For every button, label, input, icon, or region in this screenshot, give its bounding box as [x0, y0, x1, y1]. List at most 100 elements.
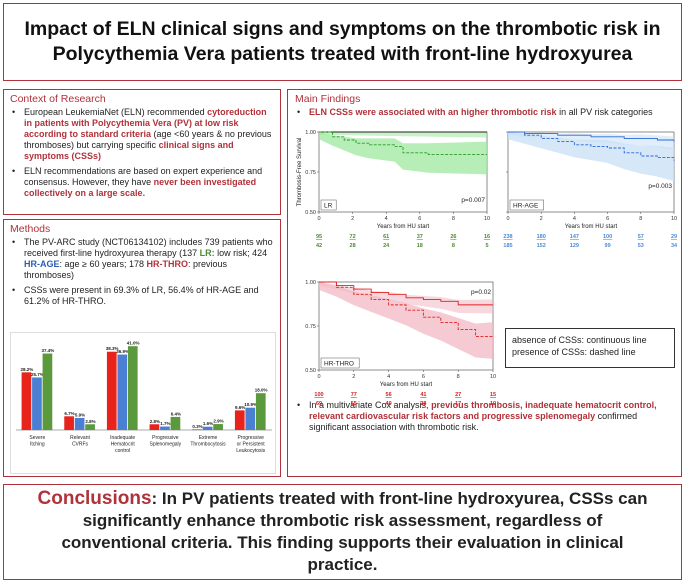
bar-1-0 — [64, 416, 74, 430]
conclusions-text: Conclusions: In PV patients treated with… — [37, 488, 648, 574]
bar-label-5-1: 10.9% — [244, 402, 257, 407]
km-risk-bottom-HR-AGE-2: 129 — [570, 243, 579, 249]
bar-label-5-2: 18.0% — [255, 388, 268, 393]
bar-3-2 — [170, 416, 181, 430]
km-risk-top-HR-AGE-0: 238 — [503, 234, 512, 240]
km-ytick-label-HR-THRO-2: 0.50 — [305, 368, 316, 374]
km-line-HR-AGE-0 — [508, 131, 675, 142]
km-xtick-label-LR-1: 2 — [351, 216, 354, 222]
km-risk-top-LR-1: 72 — [350, 234, 356, 240]
km-line-HR-THRO-1 — [319, 281, 493, 338]
bar-label-1-1: 5.9% — [75, 412, 85, 417]
bar-3-0 — [149, 424, 160, 430]
bar-2-2 — [127, 346, 138, 430]
bar-label-4-0: 0.3% — [192, 424, 202, 429]
bar-5-2 — [255, 393, 266, 430]
bar-4-2 — [213, 424, 223, 430]
km-ylabel-LR: Thrombosis-Free Survival — [297, 138, 303, 207]
km-risk-top-HR-AGE-4: 57 — [638, 234, 644, 240]
km-ytick-label-LR-1: 0.75 — [305, 170, 316, 176]
methods-panel: Methods The PV-ARC study (NCT06134102) i… — [3, 219, 281, 477]
km-pvalue-LR: p=0.007 — [461, 197, 485, 204]
km-risk-top-HR-THRO-0: 100 — [314, 392, 323, 398]
km-risk-bottom-HR-AGE-3: 99 — [605, 243, 611, 249]
bar-label-2-0: 38.3% — [106, 346, 119, 351]
km-tag-LR: LR — [324, 203, 333, 210]
km-ytick-label-LR-2: 0.50 — [305, 210, 316, 216]
km-risk-top-HR-AGE-3: 100 — [603, 234, 612, 240]
km-risk-top-HR-AGE-1: 180 — [537, 234, 546, 240]
km-risk-bottom-HR-THRO-4: 17 — [455, 401, 461, 407]
km-risk-bottom-HR-THRO-0: 69 — [316, 401, 322, 407]
km-plot-hr-thro: 1.00 0.75 0.500 2 4 6 8 10 Years from HU start HR… — [305, 280, 496, 407]
bar-label-2-1: 36.9% — [116, 349, 129, 354]
km-risk-top-HR-THRO-3: 41 — [420, 392, 426, 398]
methods-bullet-1: The PV-ARC study (NCT06134102) includes … — [10, 237, 274, 281]
km-risk-bottom-HR-THRO-2: 40 — [386, 401, 392, 407]
bar-4-1 — [202, 426, 213, 430]
km-risk-bottom-HR-AGE-1: 152 — [537, 243, 546, 249]
km-risk-top-HR-THRO-5: 15 — [490, 392, 496, 398]
findings-bullet-1: ELN CSSs were associated with an higher … — [295, 107, 674, 118]
km-risk-bottom-HR-AGE-0: 185 — [503, 243, 512, 249]
bar-category-4-0: Extreme — [199, 435, 218, 441]
km-xlabel-HR-THRO: Years from HU start — [380, 382, 433, 388]
km-xtick-label-HR-AGE-5: 10 — [671, 216, 677, 222]
methods-bullet-2: CSSs were present in 69.3% of LR, 56.4% … — [10, 285, 274, 307]
km-xlabel-HR-AGE: Years from HU start — [565, 224, 618, 230]
km-tag-box-HR-THRO — [320, 357, 360, 369]
km-line-HR-AGE-1 — [508, 131, 675, 161]
bar-4-0 — [192, 429, 202, 430]
km-risk-bottom-LR-1: 28 — [350, 243, 356, 249]
bar-category-2-0: Inadequate — [110, 435, 135, 441]
bar-category-1-0: Relevant — [70, 435, 90, 441]
km-xtick-label-HR-THRO-2: 4 — [387, 374, 390, 380]
bar-5-1 — [245, 407, 256, 430]
bar-category-2-1: Hematocrit — [111, 442, 136, 448]
findings-bullet-2: In a multivariate Cox analysis, previous… — [295, 400, 675, 433]
bar-category-0-0: Severe — [29, 435, 45, 441]
km-tag-HR-AGE: HR-AGE — [513, 203, 539, 210]
km-xtick-label-HR-THRO-1: 2 — [352, 374, 355, 380]
km-risk-bottom-LR-2: 24 — [383, 243, 390, 249]
km-tag-box-LR — [320, 199, 337, 211]
km-risk-top-LR-4: 26 — [450, 234, 456, 240]
km-risk-top-HR-AGE-5: 29 — [671, 234, 677, 240]
km-risk-top-LR-5: 16 — [484, 234, 490, 240]
km-ytick-label-LR-0: 1.00 — [305, 130, 316, 136]
bar-label-4-1: 1.6% — [203, 421, 213, 426]
bar-0-2 — [42, 353, 53, 430]
km-ytick-label-HR-THRO-1: 0.75 — [305, 324, 316, 330]
context-bullet-1: European LeukemiaNet (ELN) recommended c… — [10, 107, 274, 162]
km-tag-box-HR-AGE — [509, 199, 544, 211]
km-xtick-label-LR-0: 0 — [317, 216, 320, 222]
km-band-HR-AGE-1 — [508, 132, 674, 182]
km-risk-bottom-LR-3: 18 — [417, 243, 423, 249]
km-band-LR-0 — [319, 132, 487, 138]
km-xtick-label-HR-THRO-5: 10 — [490, 374, 496, 380]
bar-label-5-0: 9.6% — [235, 405, 245, 410]
bar-label-2-2: 41.0% — [127, 341, 140, 346]
km-xtick-label-HR-AGE-0: 0 — [506, 216, 509, 222]
bar-category-5-1: or Persistent — [237, 442, 266, 448]
context-panel: Context of Research European LeukemiaNet… — [3, 89, 281, 215]
findings-heading: Main Findings — [295, 93, 361, 105]
bar-label-1-0: 6.7% — [64, 411, 74, 416]
bar-2-1 — [117, 354, 128, 430]
km-xlabel-LR: Years from HU start — [377, 224, 430, 230]
bar-1-1 — [74, 417, 85, 430]
bar-category-2-2: control — [115, 448, 130, 454]
bar-2-0 — [106, 351, 117, 430]
km-xtick-label-LR-4: 8 — [452, 216, 455, 222]
km-xtick-label-LR-2: 4 — [385, 216, 388, 222]
bar-label-3-0: 2.8% — [150, 419, 160, 424]
km-xtick-label-HR-AGE-2: 4 — [573, 216, 576, 222]
km-ytick-label-HR-THRO-0: 1.00 — [305, 280, 316, 286]
context-bullet-2: ELN recommendations are based on expert … — [10, 166, 274, 199]
km-xtick-label-HR-THRO-0: 0 — [317, 374, 320, 380]
km-xtick-label-HR-AGE-4: 8 — [639, 216, 642, 222]
km-pvalue-HR-THRO: p=0.02 — [471, 289, 491, 296]
bar-label-3-1: 1.7% — [160, 421, 170, 426]
